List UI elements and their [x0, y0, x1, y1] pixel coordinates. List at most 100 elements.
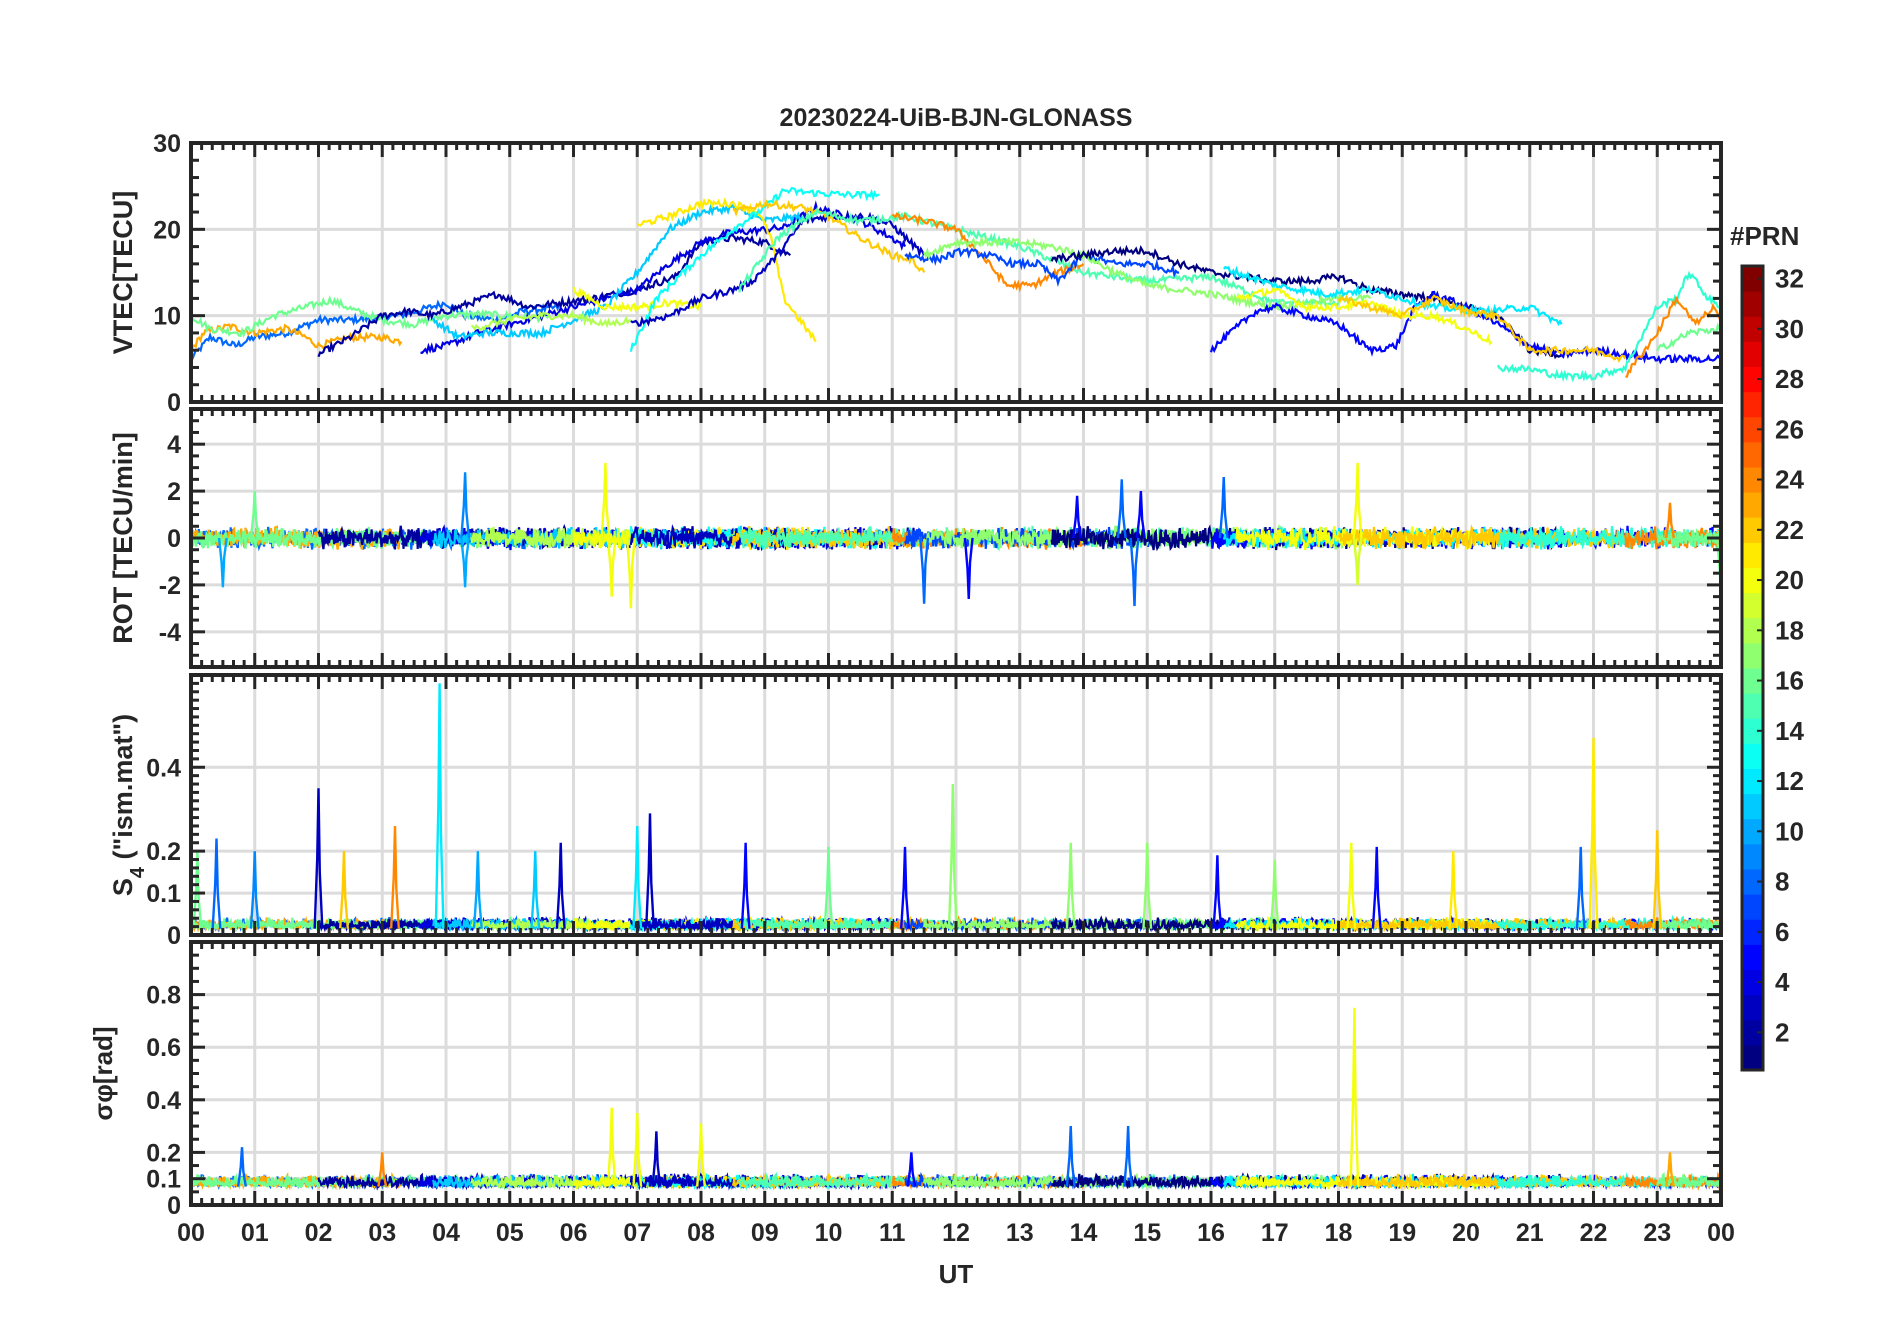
colorbar-swatch-prn-14	[1742, 718, 1763, 744]
vtec-line-prn-16	[191, 294, 549, 339]
s4-spike-prn-5	[899, 846, 911, 929]
x-tick-label: 02	[305, 1219, 333, 1247]
x-tick-label: 07	[623, 1219, 651, 1247]
chart-title: 20230224-UiB-BJN-GLONASS	[780, 104, 1133, 132]
colorbar-swatch-prn-31	[1742, 291, 1763, 317]
colorbar-tick-label: 26	[1775, 414, 1804, 444]
vtec-line-prn-20	[1236, 286, 1493, 346]
colorbar-tick-label: 2	[1775, 1017, 1789, 1047]
colorbar-tick-label: 12	[1775, 766, 1804, 796]
rot-spike-prn-8	[1218, 476, 1229, 539]
y-axis-label: σφ[rad]	[88, 1026, 118, 1120]
panel-vtec: 0 10 20 30 VTEC[TECU]	[108, 130, 1723, 417]
sigma_phi-spike-prn-20	[1349, 1007, 1360, 1187]
x-tick-label: 18	[1325, 1219, 1353, 1247]
colorbar-swatch-prn-25	[1742, 441, 1763, 468]
panel-s4: 0 0.1 0.2 0.4S4 ("ism.mat")	[108, 673, 1723, 950]
colorbar-swatch-prn-28	[1742, 366, 1763, 393]
x-tick-label: 16	[1197, 1219, 1225, 1247]
y-tick-label: 0	[167, 389, 181, 417]
x-tick-label: 05	[496, 1219, 524, 1247]
s4-spike-prn-17	[947, 784, 958, 929]
vtec-line-prn-24	[1625, 296, 1721, 378]
s4-spike-prn-21	[1588, 737, 1599, 929]
x-tick-label: 04	[432, 1219, 460, 1247]
colorbar-swatch-prn-2	[1742, 1019, 1763, 1046]
colorbar-swatch-prn-15	[1742, 693, 1763, 719]
s4-spike-prn-12	[434, 683, 445, 929]
x-tick-label: 13	[1006, 1219, 1034, 1247]
colorbar-swatch-prn-9	[1742, 843, 1763, 870]
s4-spike-prn-17	[1269, 859, 1280, 929]
axes-box	[189, 141, 1723, 404]
x-tick-label: 23	[1643, 1219, 1671, 1247]
vtec-line-prn-7	[904, 246, 1180, 288]
y-tick-label: -2	[159, 572, 181, 600]
x-tick-label: 15	[1133, 1219, 1161, 1247]
s4-spike-prn-11	[530, 851, 541, 929]
x-tick-label: 19	[1388, 1219, 1416, 1247]
colorbar-swatch-prn-16	[1742, 668, 1763, 694]
y-tick-label: 30	[153, 130, 181, 158]
colorbar-swatch-prn-27	[1742, 391, 1763, 418]
s4-spike-prn-3	[313, 788, 324, 929]
vtec-line-prn-16	[1656, 322, 1721, 352]
y-tick-label: 0.8	[146, 982, 181, 1010]
s4-spike-prn-8	[211, 838, 222, 929]
series-group	[191, 186, 1721, 383]
vtec-line-prn-18	[470, 309, 632, 332]
y-tick-label: 0.2	[146, 1139, 181, 1167]
colorbar-tick-label: 8	[1775, 867, 1789, 897]
colorbar-swatch-prn-1	[1742, 1044, 1763, 1071]
colorbar-tick-label: 20	[1775, 565, 1804, 595]
rot-spike-prn-5	[1072, 495, 1083, 539]
x-tick-label: 08	[687, 1219, 715, 1247]
sigma_phi-spike-prn-8	[1123, 1126, 1134, 1187]
colorbar-tick-label: 10	[1775, 816, 1804, 846]
axes-box	[189, 407, 1723, 669]
y-tick-label: 0.4	[146, 754, 181, 782]
y-tick-label: 0.1	[146, 880, 181, 908]
rot-spike-prn-8	[1129, 537, 1140, 607]
colorbar-tick-label: 24	[1775, 465, 1804, 495]
s4-spike-prn-24	[389, 825, 401, 929]
colorbar-tick-label: 14	[1775, 716, 1804, 746]
rot-spike-prn-5	[1135, 491, 1146, 539]
colorbar-swatch-prn-19	[1742, 592, 1763, 619]
x-tick-label: 20	[1452, 1219, 1480, 1247]
s4-spike-prn-16	[823, 846, 834, 929]
y-tick-label: -4	[159, 619, 181, 647]
s4-spike-prn-20	[1346, 842, 1357, 929]
vtec-line-prn-22	[732, 198, 926, 273]
vtec-line-prn-21	[636, 197, 817, 343]
y-tick-label: 0.1	[146, 1166, 181, 1194]
vtec-line-prn-20	[572, 286, 703, 314]
colorbar-swatch-prn-21	[1742, 542, 1763, 568]
series-group	[191, 683, 1721, 934]
colorbar-tick-label: 30	[1775, 314, 1804, 344]
y-tick-label: 0.2	[146, 838, 181, 866]
rot-spike-prn-9	[460, 472, 471, 539]
y-tick-label: 0	[167, 525, 181, 553]
rot-spike-prn-20	[625, 537, 636, 609]
colorbar-label: #PRN	[1730, 221, 1799, 251]
x-tick-labels: 00 01 02 03 04 05 06 07 08 09 10 11 12 13 14 15 16 17 18 19…	[177, 1219, 1735, 1247]
y-tick-label: 0	[167, 922, 181, 950]
x-tick-label: 14	[1070, 1219, 1098, 1247]
vtec-line-prn-15	[738, 206, 1340, 310]
sigma_phi-spike-prn-23	[1664, 1152, 1675, 1187]
x-axis-label: UT	[939, 1259, 974, 1289]
x-tick-label: 00	[177, 1219, 205, 1247]
axes-box	[189, 673, 1723, 937]
x-tick-label: 17	[1261, 1219, 1289, 1247]
series-group	[191, 1007, 1721, 1191]
x-tick-label: 06	[560, 1219, 588, 1247]
rot-spike-prn-10	[217, 537, 228, 588]
sigma_phi-line-prn-22	[731, 1172, 926, 1191]
y-axis-label: ROT [TECU/min]	[108, 432, 138, 643]
axes-box	[189, 940, 1723, 1207]
colorbar-swatch-prn-29	[1742, 341, 1763, 367]
colorbar-swatch-prn-13	[1742, 743, 1763, 769]
